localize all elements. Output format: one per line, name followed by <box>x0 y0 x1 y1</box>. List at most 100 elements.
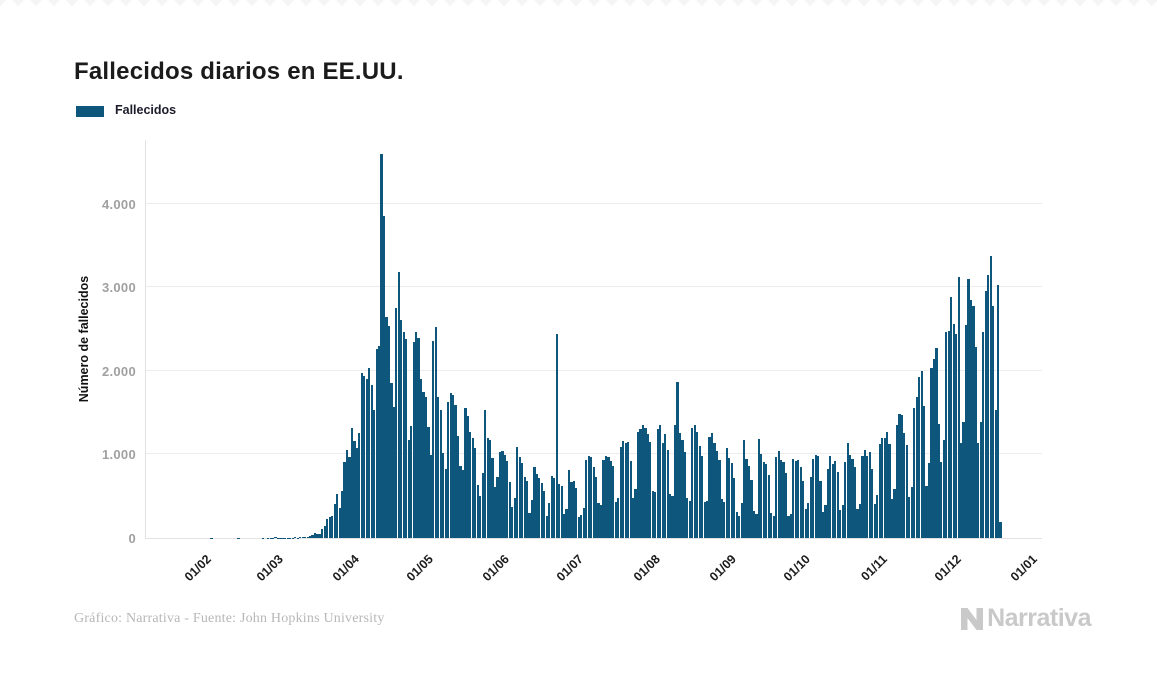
narrativa-logo-icon <box>961 607 984 630</box>
bar <box>923 405 926 538</box>
bar <box>471 437 474 538</box>
bar <box>612 465 615 538</box>
bar <box>866 456 869 538</box>
bar <box>545 515 548 538</box>
x-tick-label: 01/10 <box>781 552 814 585</box>
x-tick-label: 01/03 <box>253 552 286 585</box>
bar <box>760 454 763 538</box>
bar <box>750 480 753 538</box>
bar <box>331 515 334 538</box>
bar <box>999 522 1002 538</box>
bar <box>511 506 514 538</box>
bar <box>592 466 595 538</box>
brand-wordmark: Narrativa <box>987 604 1091 632</box>
bar <box>368 367 371 538</box>
bar <box>947 331 950 538</box>
bar <box>733 478 736 538</box>
bar <box>565 508 568 538</box>
bar <box>696 432 699 538</box>
x-tick-label: 01/11 <box>858 552 890 584</box>
bar <box>382 215 386 538</box>
bar <box>972 306 975 538</box>
bar <box>452 394 455 538</box>
bar <box>597 502 600 538</box>
bar <box>513 498 516 538</box>
bar <box>558 483 561 538</box>
bar <box>644 427 647 538</box>
bar <box>720 499 723 538</box>
bar <box>893 488 896 538</box>
bar <box>501 450 504 538</box>
bar <box>582 508 585 538</box>
bar <box>397 272 400 538</box>
bar <box>871 468 874 538</box>
bar <box>839 509 842 538</box>
bar <box>533 466 536 538</box>
bar <box>385 316 388 538</box>
bar <box>553 477 556 538</box>
bar <box>886 432 889 538</box>
bar <box>624 443 627 538</box>
bar <box>646 433 649 538</box>
bar <box>461 470 465 538</box>
bar <box>890 499 894 538</box>
bar <box>316 533 319 538</box>
bar <box>846 443 849 538</box>
bar <box>604 456 608 538</box>
bar <box>957 276 960 538</box>
bar <box>540 482 543 538</box>
bar <box>617 498 620 538</box>
x-tick-label: 01/04 <box>329 552 362 585</box>
bar <box>595 476 598 538</box>
bar <box>328 517 331 538</box>
bar <box>634 488 637 538</box>
bar <box>442 453 445 538</box>
bar <box>454 404 457 538</box>
bar <box>688 500 691 538</box>
bar <box>851 459 854 538</box>
bar <box>898 414 901 538</box>
bar <box>348 457 351 538</box>
bar <box>636 431 640 538</box>
bar <box>841 505 844 538</box>
bar <box>518 456 521 538</box>
bar <box>410 425 413 538</box>
bar <box>666 450 669 538</box>
bar <box>703 502 706 538</box>
bar <box>577 517 580 538</box>
bar <box>387 325 391 538</box>
bar <box>412 341 415 538</box>
bar <box>585 460 588 538</box>
bar <box>548 502 551 538</box>
bar <box>937 423 940 538</box>
bar <box>609 460 612 538</box>
bar <box>619 447 622 538</box>
bar <box>927 463 931 538</box>
bar <box>987 274 990 538</box>
bar <box>974 346 977 538</box>
bar <box>343 461 346 538</box>
bar <box>486 437 489 538</box>
bar <box>301 537 304 538</box>
bar <box>762 461 765 538</box>
top-edge-decoration <box>0 0 1157 7</box>
bar <box>614 501 617 538</box>
bar <box>819 480 822 538</box>
bar <box>910 487 913 538</box>
bar <box>799 467 802 538</box>
bar <box>964 325 968 538</box>
bar <box>506 461 509 538</box>
bar <box>498 451 502 538</box>
bar <box>940 462 943 538</box>
bar <box>913 408 916 538</box>
bar <box>456 436 460 538</box>
gridline <box>146 202 1042 204</box>
bar <box>390 382 393 538</box>
bar <box>481 473 484 538</box>
bar <box>905 445 908 538</box>
bar <box>767 474 770 538</box>
bar <box>484 409 487 538</box>
bar <box>742 439 746 538</box>
bar <box>641 425 645 538</box>
bar <box>777 450 780 538</box>
